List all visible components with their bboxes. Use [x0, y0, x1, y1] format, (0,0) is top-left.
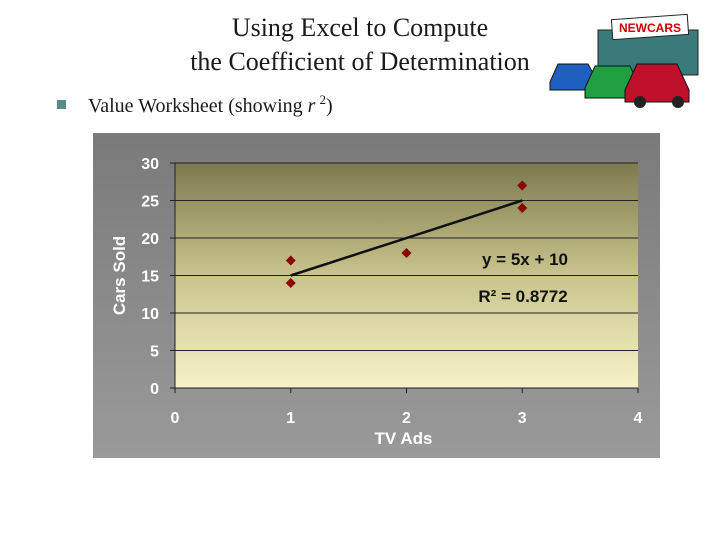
annotation: y = 5x + 10 — [482, 250, 568, 269]
x-tick-label: 3 — [518, 410, 527, 427]
bullet-part: Value Worksheet (showing — [88, 95, 308, 117]
bullet-marker — [57, 100, 66, 109]
logo: NEWCARS — [549, 13, 699, 108]
y-tick-label: 25 — [141, 194, 159, 211]
title-line: the Coefficient of Determination — [190, 47, 530, 76]
bullet-sup: 2 — [319, 92, 326, 107]
y-axis-label: Cars Sold — [110, 236, 129, 315]
y-tick-label: 5 — [150, 344, 159, 361]
y-tick-label: 30 — [141, 156, 159, 173]
bullet-part: ) — [326, 95, 333, 117]
y-tick-label: 0 — [150, 381, 159, 398]
chart: 0 5 10 15 20 25 30 0 1 2 3 4 TV Ads Cars Sold y = 5x +… — [110, 156, 643, 448]
point — [285, 278, 296, 288]
y-tick-label: 10 — [141, 306, 159, 323]
x-tick-label: 4 — [634, 410, 643, 427]
x-tick-label: 0 — [171, 410, 180, 427]
y-tick-label: 20 — [141, 231, 159, 248]
point — [285, 255, 296, 266]
x-tick-label: 1 — [286, 410, 295, 427]
x-tick-label: 2 — [402, 410, 411, 427]
title-line: Using Excel to Compute — [232, 13, 488, 42]
point — [517, 203, 528, 213]
logo-text: NEWCARS — [619, 21, 681, 35]
x-axis-label: TV Ads — [375, 429, 433, 448]
annotation: R² = 0.8772 — [478, 287, 567, 306]
point — [401, 248, 412, 258]
bullet-var: r — [308, 95, 316, 117]
bullet-text: Value Worksheet (showing r 2) — [88, 92, 333, 117]
trendline — [290, 199, 523, 277]
point — [517, 180, 528, 191]
y-tick-label: 15 — [141, 269, 159, 286]
